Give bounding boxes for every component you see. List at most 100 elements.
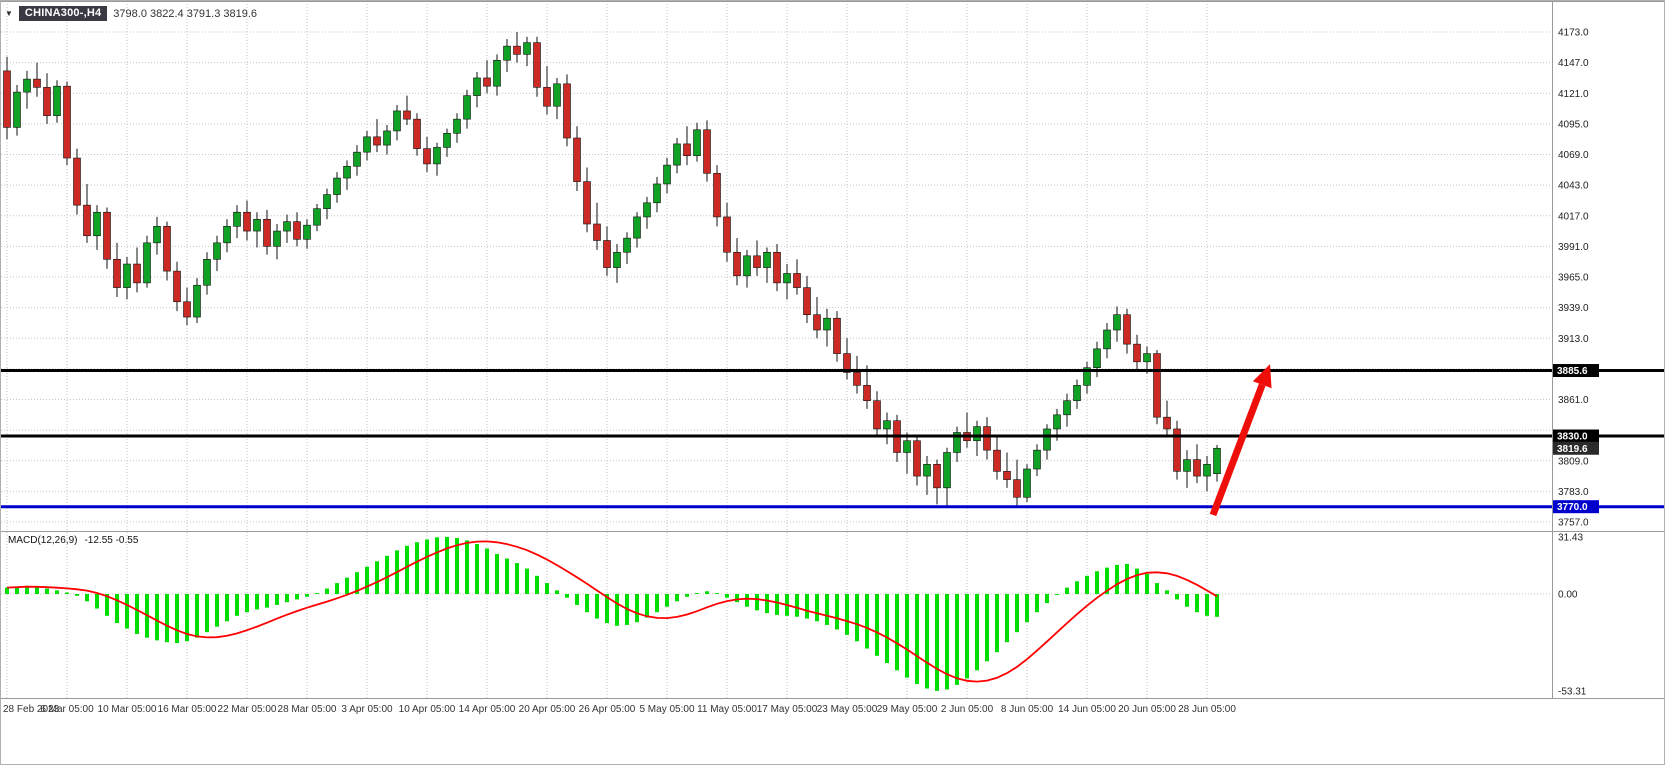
bear-candle: [63, 85, 71, 159]
date-axis-label: 17 May 05:00: [757, 704, 818, 715]
price-axis-label: 3991.0: [1558, 242, 1589, 253]
macd-histogram-bar: [255, 594, 259, 610]
macd-histogram-bar: [745, 594, 749, 607]
macd-histogram-bar: [755, 594, 759, 611]
macd-histogram-bar: [75, 594, 79, 596]
macd-histogram-bar: [505, 558, 509, 594]
macd-histogram-bar: [805, 594, 809, 619]
macd-histogram-bar: [385, 555, 389, 594]
current-price-tag-text: 3819.6: [1557, 444, 1588, 455]
bull-candle: [353, 151, 361, 167]
bear-candle: [83, 204, 91, 237]
macd-histogram-bar: [485, 548, 489, 594]
trend-arrow-head[interactable]: [1252, 364, 1272, 389]
date-axis-label: 29 May 05:00: [877, 704, 938, 715]
macd-histogram-bar: [1115, 564, 1119, 594]
macd-histogram-bar: [1105, 567, 1109, 594]
bear-candle: [43, 87, 51, 116]
date-axis-label: 23 May 05:00: [817, 704, 878, 715]
bull-candle: [253, 218, 261, 232]
macd-histogram-bar: [595, 594, 599, 619]
macd-histogram-bar: [855, 594, 859, 642]
macd-histogram-bar: [5, 587, 9, 594]
bear-candle: [603, 240, 611, 268]
bear-candle: [133, 263, 141, 284]
date-axis-label: 10 Mar 05:00: [98, 704, 157, 715]
bear-candle: [483, 77, 491, 87]
price-axis-label: 3757.0: [1558, 518, 1589, 529]
resistance-line-price-tag-text: 3885.6: [1557, 366, 1588, 377]
bear-candle: [733, 251, 741, 277]
date-axis-label: 28 Jun 05:00: [1178, 704, 1236, 715]
bear-candle: [3, 70, 11, 128]
bear-candle: [103, 211, 111, 260]
macd-axis-label: 0.00: [1558, 590, 1578, 601]
bull-candle: [313, 208, 321, 226]
bear-candle: [593, 223, 601, 241]
macd-histogram-bar: [1205, 594, 1209, 616]
trend-arrow-shaft[interactable]: [1209, 383, 1266, 517]
bear-candle: [423, 148, 431, 165]
macd-histogram-bar: [155, 594, 159, 641]
bull-candle: [333, 177, 341, 195]
date-axis-label: 22 Mar 05:00: [218, 704, 277, 715]
macd-axis-label: 31.43: [1558, 532, 1583, 543]
bull-candle: [203, 259, 211, 286]
bear-candle: [1013, 479, 1021, 498]
bull-candle: [343, 165, 351, 179]
macd-histogram-bar: [1015, 594, 1019, 633]
macd-histogram-bar: [325, 588, 329, 594]
bull-candle: [23, 78, 31, 93]
date-axis-label: 5 May 05:00: [639, 704, 694, 715]
bull-candle: [303, 224, 311, 240]
macd-histogram-bar: [1165, 590, 1169, 594]
bear-candle: [373, 136, 381, 146]
macd-histogram-bar: [495, 554, 499, 594]
bear-candle: [753, 255, 761, 268]
bear-candle: [1193, 459, 1201, 477]
macd-histogram-bar: [245, 594, 249, 613]
price-axis-label: 4017.0: [1558, 211, 1589, 222]
bull-candle: [1093, 348, 1101, 368]
bull-candle: [93, 211, 101, 237]
bull-candle: [433, 147, 441, 165]
current-price-tag: [1553, 441, 1599, 455]
bull-candle: [553, 83, 561, 107]
price-axis-label: 4121.0: [1558, 89, 1589, 100]
bull-candle: [653, 183, 661, 204]
date-axis-label: 28 Mar 05:00: [278, 704, 337, 715]
macd-histogram-bar: [825, 594, 829, 625]
macd-histogram-bar: [635, 594, 639, 623]
ohlc-values: 3798.0 3822.4 3791.3 3819.6: [113, 7, 258, 20]
macd-histogram-bar: [465, 540, 469, 594]
date-axis-label: 3 Apr 05:00: [341, 704, 393, 715]
macd-histogram-bar: [835, 594, 839, 630]
macd-indicator-label: MACD(12,26,9) -12.55 -0.55: [8, 535, 138, 546]
bull-candle: [503, 45, 511, 61]
macd-histogram-bar: [895, 594, 899, 671]
support-line-price-tag: [1553, 500, 1599, 514]
price-axis-label: 3861.0: [1558, 395, 1589, 406]
symbol-dropdown-icon[interactable]: ▼: [5, 8, 13, 18]
bear-candle: [183, 301, 191, 318]
macd-histogram-bar: [285, 594, 289, 603]
bull-candle: [1043, 428, 1051, 451]
bull-candle: [123, 263, 131, 288]
bear-candle: [543, 87, 551, 107]
bull-candle: [383, 130, 391, 146]
bear-candle: [1163, 416, 1171, 430]
bear-candle: [413, 118, 421, 149]
macd-histogram-bar: [705, 591, 709, 594]
bear-candle: [833, 317, 841, 354]
macd-histogram-bar: [795, 594, 799, 617]
support-line-price-tag-text: 3770.0: [1557, 502, 1588, 513]
price-axis-label: 3913.0: [1558, 334, 1589, 345]
macd-histogram-bar: [425, 539, 429, 594]
symbol-timeframe-label: CHINA300-,H4: [18, 6, 108, 21]
macd-histogram-bar: [165, 594, 169, 643]
date-axis-label: 2 Jun 05:00: [941, 704, 994, 715]
price-axis-label: 4095.0: [1558, 119, 1589, 130]
macd-histogram-bar: [885, 594, 889, 664]
bear-candle: [873, 400, 881, 430]
